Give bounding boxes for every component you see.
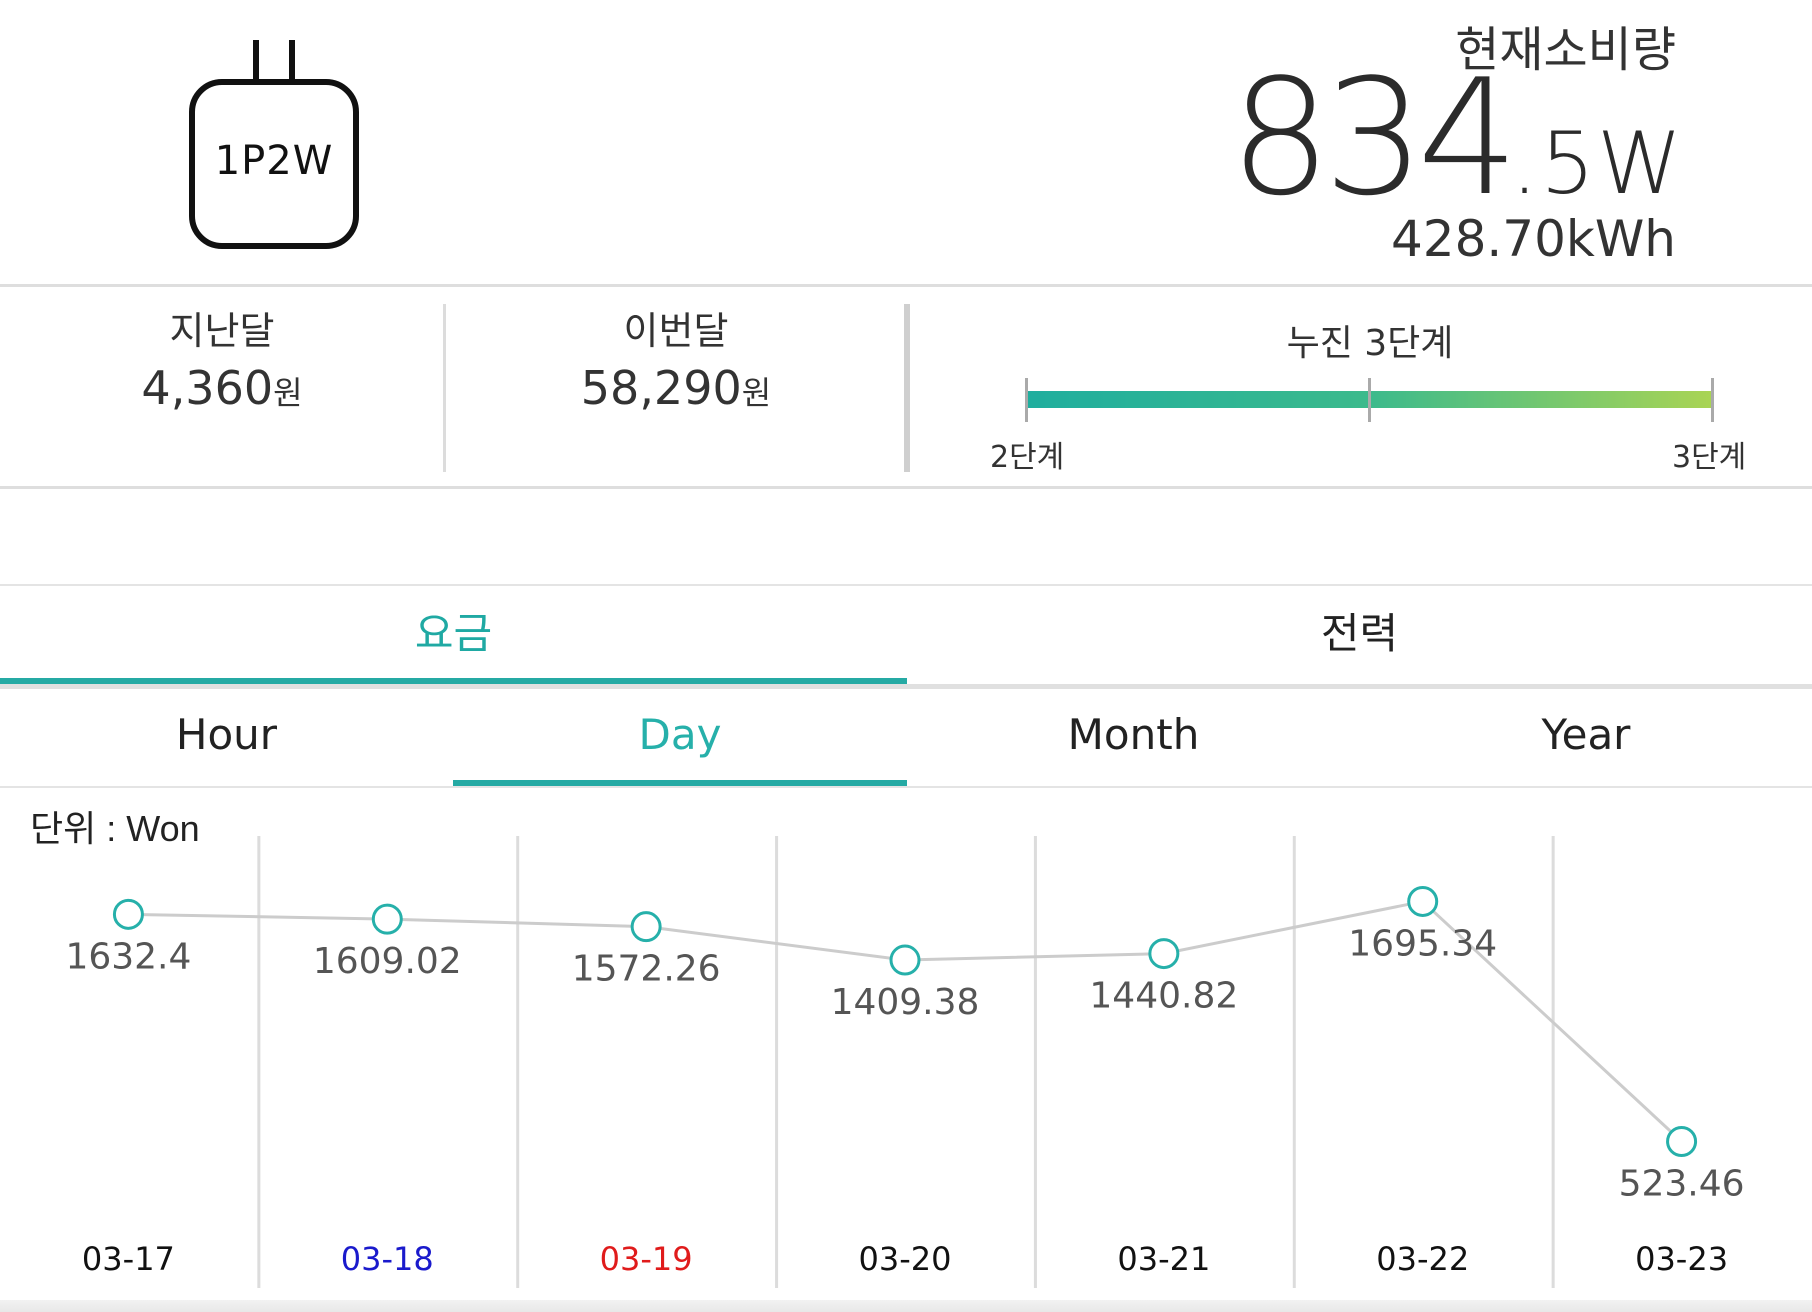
header-divider (0, 284, 1812, 287)
energy-total: 428.70kWh (1390, 210, 1676, 268)
period-tab-year[interactable]: Year (1541, 710, 1631, 759)
this-month-bill: 이번달 58,290원 (446, 300, 906, 415)
this-month-value: 58,290원 (580, 361, 772, 415)
tier-tick-mid (1368, 378, 1371, 422)
data-point (371, 903, 403, 935)
tab-active-indicator (0, 678, 907, 684)
tab-power[interactable]: 전력 (1320, 609, 1399, 658)
summary-header: 1P2W 현재소비량 834.5W 428.70kWh (0, 0, 1812, 285)
tabs-top-divider (0, 584, 1812, 586)
billing-divider (0, 486, 1812, 489)
x-tick-label: 03-19 (600, 1240, 693, 1278)
x-tick-label: 03-21 (1117, 1240, 1210, 1278)
bottom-scroll-shade (0, 1300, 1812, 1312)
column-separator (904, 304, 910, 472)
this-month-label: 이번달 (623, 309, 729, 353)
device-type-label: 1P2W (214, 138, 334, 184)
current-consumption-title: 현재소비량 (1455, 22, 1676, 78)
x-tick-label: 03-20 (859, 1240, 952, 1278)
power-decimal: .5W (1510, 114, 1684, 214)
data-label: 523.46 (1619, 1164, 1745, 1205)
data-point (1407, 885, 1439, 917)
chart-unit-label: 단위 : Won (30, 808, 200, 849)
column-separator (443, 304, 446, 472)
x-tick-label: 03-23 (1635, 1240, 1728, 1278)
period-tab-month[interactable]: Month (1067, 710, 1200, 759)
tier-high-label: 3단계 (1672, 440, 1747, 475)
data-point (889, 944, 921, 976)
tier-low-label: 2단계 (990, 440, 1065, 475)
data-label: 1609.02 (313, 941, 462, 982)
last-month-bill: 지난달 4,360원 (0, 300, 444, 415)
period-active-indicator (453, 780, 907, 786)
x-tick-label: 03-18 (341, 1240, 434, 1278)
x-tick-label: 03-22 (1376, 1240, 1469, 1278)
data-label: 1440.82 (1089, 976, 1238, 1017)
tier-tick-start (1025, 378, 1028, 422)
x-tick-label: 03-17 (82, 1240, 175, 1278)
period-tab-day[interactable]: Day (638, 710, 722, 759)
tier-title: 누진 3단계 (1286, 323, 1454, 364)
data-point (630, 911, 662, 943)
tabs-bottom-divider (0, 684, 1812, 689)
daily-fee-line-chart: 1632.4 03-17 1609.02 03-18 1572.26 03-19 1409.… (65, 836, 1745, 1288)
last-month-value: 4,360원 (141, 361, 303, 415)
data-point (1666, 1126, 1698, 1158)
plug-icon (189, 40, 359, 249)
tab-fee[interactable]: 요금 (414, 609, 493, 658)
data-point (112, 898, 144, 930)
data-point (1148, 938, 1180, 970)
period-tab-hour[interactable]: Hour (175, 710, 278, 759)
data-label: 1632.4 (65, 936, 191, 977)
period-tabs-divider (0, 786, 1812, 788)
data-label: 1572.26 (572, 949, 721, 990)
data-label: 1409.38 (831, 982, 980, 1023)
tier-tick-end (1711, 378, 1714, 422)
data-label: 1695.34 (1348, 923, 1497, 964)
power-integer: 834 (1229, 44, 1519, 231)
last-month-label: 지난달 (169, 309, 275, 353)
current-power-reading: 834.5W (1230, 58, 1684, 218)
